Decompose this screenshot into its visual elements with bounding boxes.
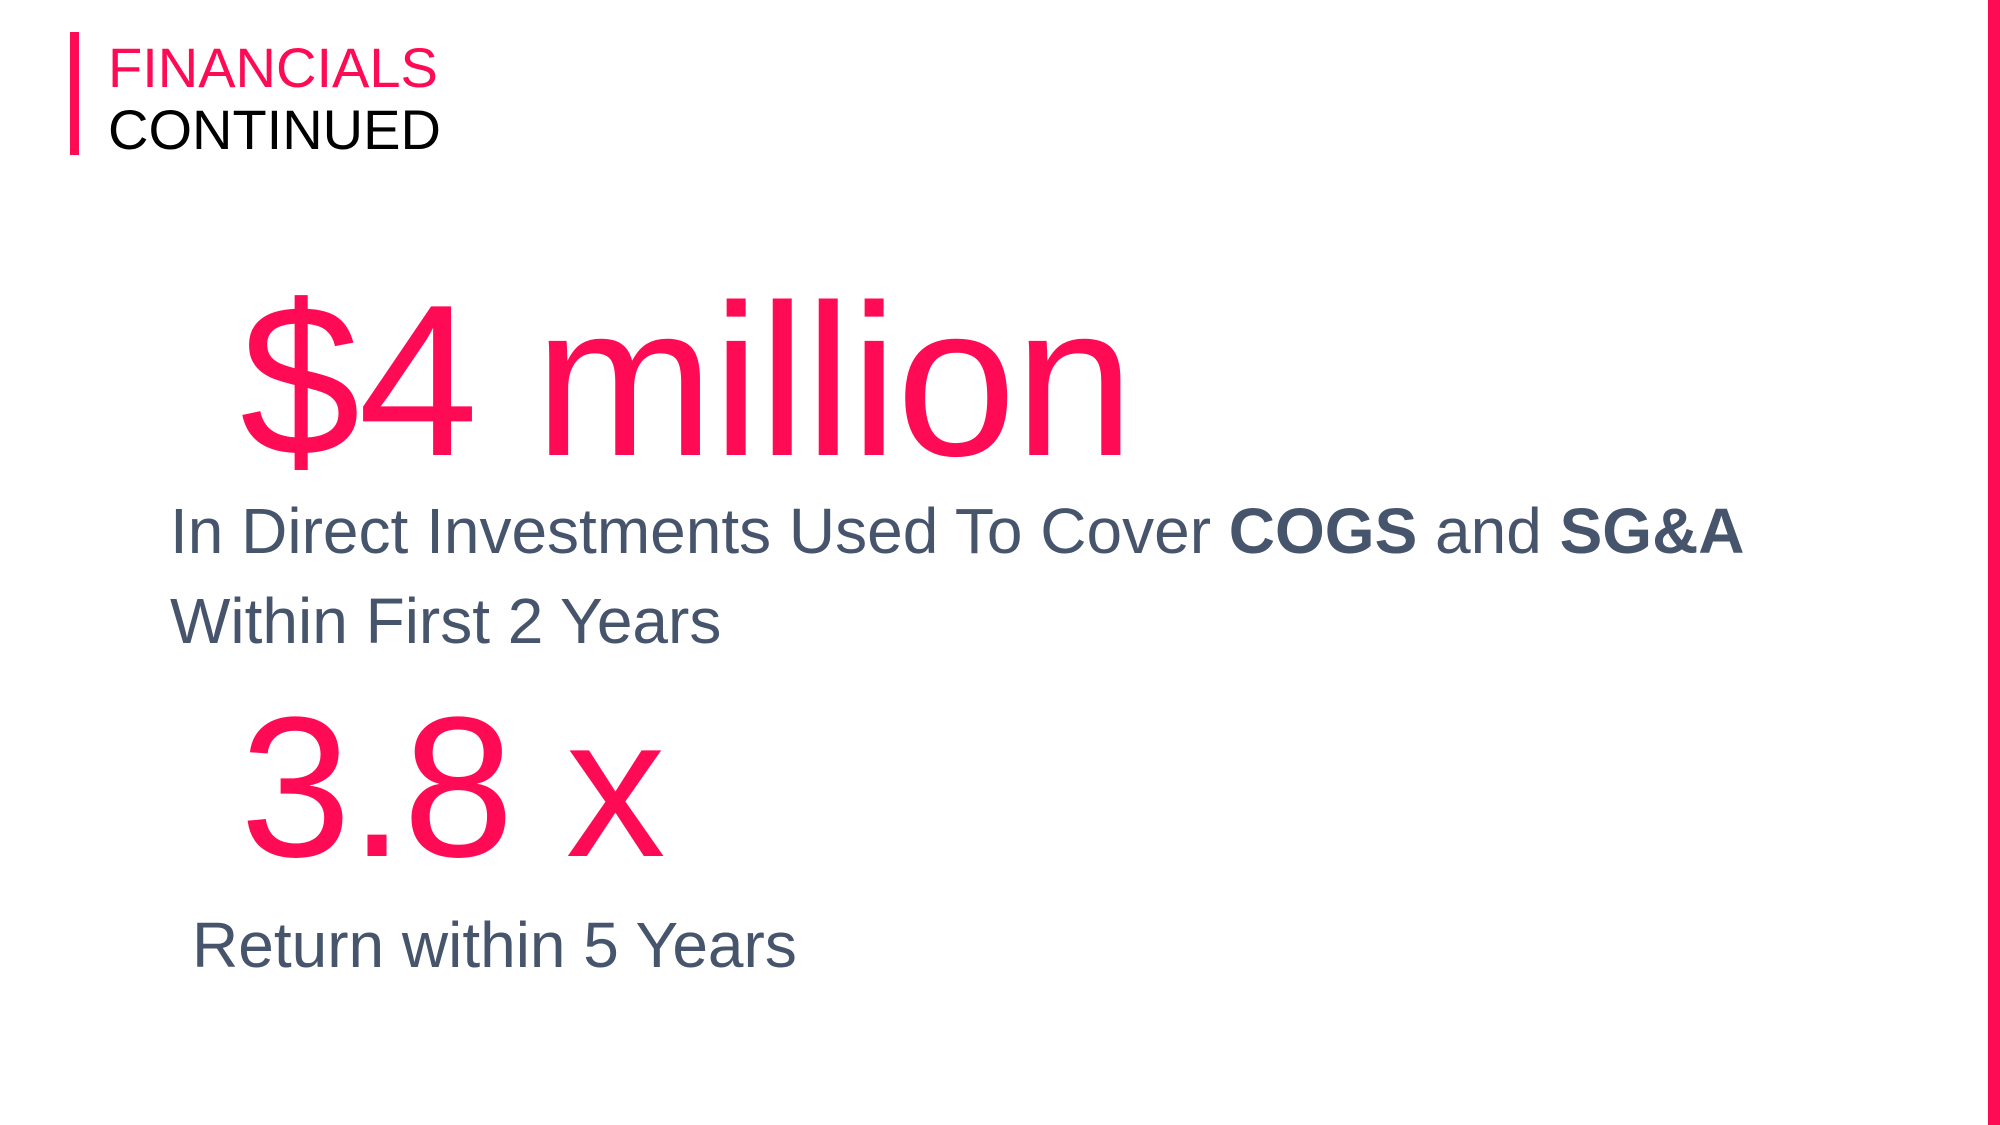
cogs-term: COGS (1228, 495, 1418, 567)
return-description: Return within 5 Years (192, 909, 797, 981)
investment-description-text: In Direct Investments Used To Cover (170, 495, 1229, 567)
sga-term: SG&A (1559, 495, 1745, 567)
return-multiple: 3.8 x (240, 676, 666, 899)
investment-description-line2: Within First 2 Years (170, 585, 722, 657)
section-subtitle: CONTINUED (108, 98, 441, 161)
right-edge-accent-bar (1988, 0, 2000, 1125)
header-accent-bar (70, 32, 79, 155)
section-title: FINANCIALS (108, 36, 438, 99)
conjunction-text: and (1417, 495, 1560, 567)
investment-description-line1: In Direct Investments Used To Cover COGS… (170, 486, 1745, 576)
investment-amount: $4 million (240, 259, 1134, 501)
